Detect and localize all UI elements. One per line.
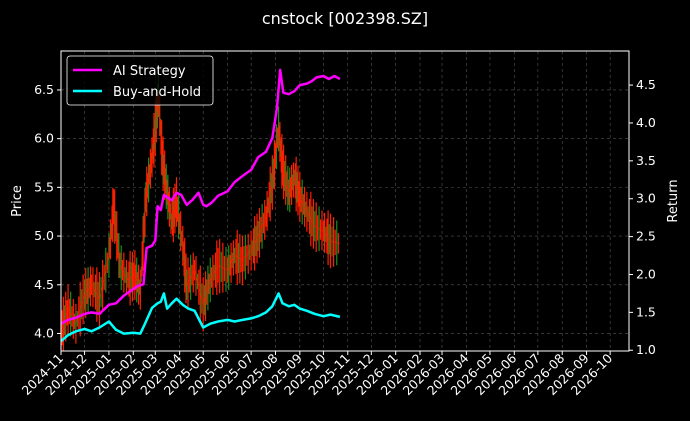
- y2-axis-label: Return: [666, 179, 681, 222]
- y2-tick-label: 4.5: [636, 77, 656, 92]
- return-lines: [60, 68, 341, 343]
- y-tick-label: 5.0: [34, 228, 54, 243]
- legend-label-buy-and-hold: Buy-and-Hold: [113, 85, 201, 100]
- y-tick-label: 4.5: [34, 277, 54, 292]
- y2-tick-label: 3.5: [636, 153, 656, 168]
- legend-label-ai-strategy: AI Strategy: [113, 64, 186, 79]
- y2-tick-label: 2.5: [636, 229, 656, 244]
- price-line: [60, 94, 341, 332]
- y-tick-label: 6.0: [34, 131, 54, 146]
- y-tick-label: 6.5: [34, 82, 54, 97]
- y-tick-label: 5.5: [34, 179, 54, 194]
- plot-frame: [60, 50, 630, 352]
- legend: AI Strategy Buy-and-Hold: [66, 55, 214, 106]
- x-axis: 2024-112024-122025-012025-022025-032025-…: [19, 350, 616, 398]
- ai-strategy-line: [60, 68, 341, 325]
- y2-tick-label: 2.0: [636, 266, 656, 281]
- buy-and-hold-line: [60, 292, 341, 343]
- y-tick-label: 4.0: [34, 325, 54, 340]
- left-y-axis: 4.0 4.5 5.0 5.5 6.0 6.5: [34, 82, 61, 340]
- y2-tick-label: 4.0: [636, 115, 656, 130]
- grid-lines: [60, 51, 629, 351]
- legend-box: [66, 55, 214, 106]
- y-axis-label: Price: [10, 185, 25, 217]
- y2-tick-label: 3.0: [636, 191, 656, 206]
- right-y-axis: 1.0 1.5 2.0 2.5 3.0 3.5 4.0 4.5: [629, 77, 656, 357]
- chart-title: cnstock [002398.SZ]: [262, 9, 428, 28]
- y2-tick-label: 1.5: [636, 304, 656, 319]
- y2-tick-label: 1.0: [636, 342, 656, 357]
- price-series: [60, 72, 341, 352]
